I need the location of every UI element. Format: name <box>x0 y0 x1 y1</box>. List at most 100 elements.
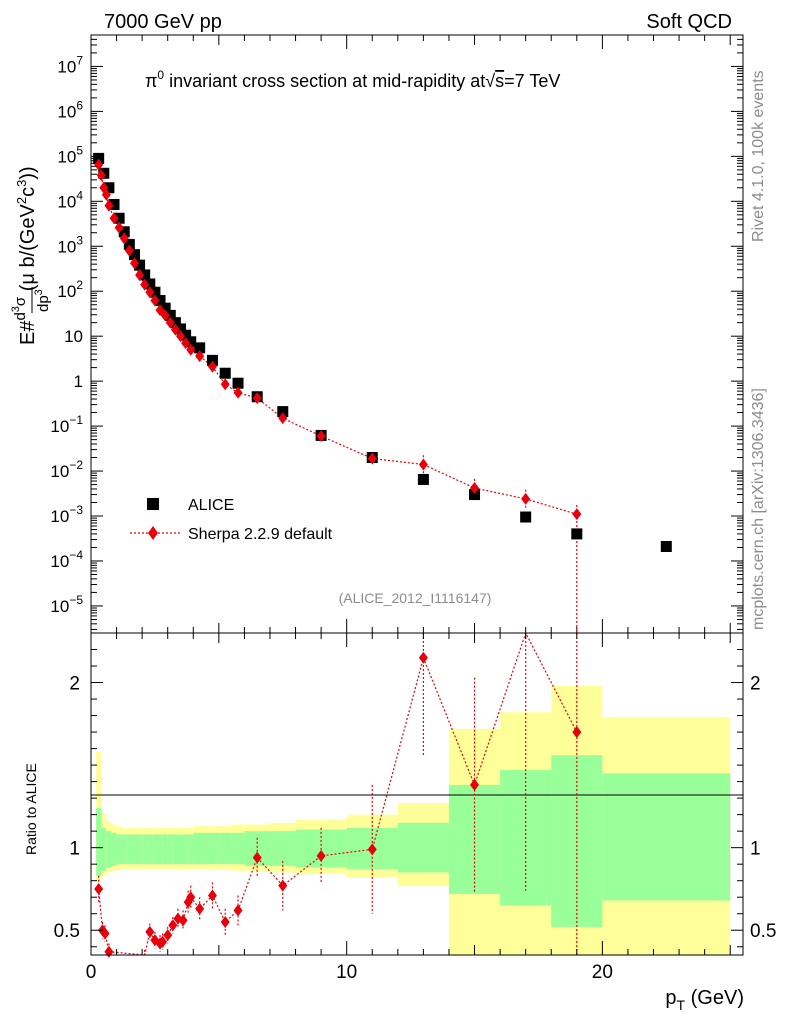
main-y-tick-label: 106 <box>57 98 83 121</box>
ratio-y-tick-label-right: 1 <box>750 839 761 860</box>
ratio-point <box>145 925 155 938</box>
x-axis-label: pT (GeV) <box>665 987 744 1013</box>
green-band-segment <box>152 834 158 865</box>
alice-point <box>149 286 161 298</box>
alice-point <box>194 342 206 354</box>
green-band-segment <box>602 773 731 901</box>
alice-point <box>232 377 244 389</box>
sherpa-point <box>252 392 262 405</box>
main-y-tick-label: 102 <box>57 278 83 301</box>
green-band-segment <box>167 834 173 865</box>
main-y-tick-label: 103 <box>57 233 83 256</box>
green-band-segment <box>137 834 143 865</box>
alice-point <box>206 354 218 366</box>
x-tick-label: 0 <box>86 962 97 983</box>
sherpa-point <box>96 169 106 182</box>
ratio-line <box>98 631 578 956</box>
sherpa-point <box>207 360 217 373</box>
green-band-segment <box>157 834 163 865</box>
ratio-point <box>158 935 168 948</box>
sherpa-point <box>101 188 111 201</box>
ratio-panel: 0.5 0.51 12 20 10 20 Ratio to ALICE <box>23 631 776 983</box>
legend: ALICE Sherpa 2.2.9 default <box>130 497 333 543</box>
green-band-segment <box>126 834 132 865</box>
main-y-tick-label: 10−2 <box>50 458 83 481</box>
green-band-segment <box>106 831 112 868</box>
header-right-label: Soft QCD <box>646 11 732 33</box>
sherpa-line <box>98 164 577 515</box>
svg-text:E#d3σ (μ b/(GeV2c3)): E#d3σ (μ b/(GeV2c3)) <box>10 166 39 345</box>
ratio-data-layer <box>94 631 582 958</box>
alice-point <box>154 295 166 307</box>
green-band-segment <box>397 822 449 873</box>
ratio-point <box>207 889 217 902</box>
main-y-tick-label: 10−5 <box>50 593 83 616</box>
green-band-segment <box>162 834 168 865</box>
ratio-point <box>470 778 480 791</box>
alice-point <box>660 540 672 552</box>
alice-point <box>93 152 105 164</box>
alice-point <box>520 511 532 523</box>
ratio-point <box>367 843 377 856</box>
ratio-point <box>278 879 288 892</box>
green-band-segment <box>193 832 207 865</box>
sherpa-point <box>150 294 160 307</box>
alice-point <box>128 249 140 261</box>
ratio-point <box>316 849 326 862</box>
green-band-segment <box>111 832 117 866</box>
main-y-tick-label: 10−3 <box>50 503 83 526</box>
sherpa-point <box>145 286 155 299</box>
ratio-y-tick-label-right: 0.5 <box>750 921 776 942</box>
alice-point <box>174 323 186 335</box>
x-tick-label: 20 <box>592 962 613 983</box>
alice-point <box>219 367 231 379</box>
sherpa-point <box>181 337 191 350</box>
green-band-segment <box>142 834 148 865</box>
alice-point <box>139 269 151 281</box>
alice-point <box>113 212 125 224</box>
ratio-point <box>186 891 196 904</box>
alice-point <box>469 489 481 501</box>
sherpa-point <box>278 412 288 425</box>
sherpa-point <box>521 492 531 505</box>
ratio-point <box>572 726 582 739</box>
alice-point <box>159 302 171 314</box>
green-band-segment <box>269 831 296 866</box>
green-band-segment <box>188 834 194 865</box>
header-left-label: 7000 GeV pp <box>104 11 222 33</box>
main-panel: 10710610510410310210110−110−210−310−410−… <box>10 34 744 634</box>
analysis-tag: (ALICE_2012_I1116147) <box>339 590 492 606</box>
alice-point <box>103 182 115 194</box>
sherpa-point <box>135 268 145 281</box>
ratio-y-tick-label-left: 2 <box>69 674 80 695</box>
alice-point <box>134 259 146 271</box>
svg-text:dp3: dp3 <box>33 289 52 312</box>
sherpa-point <box>220 378 230 391</box>
green-band-segment <box>116 834 122 865</box>
sherpa-point <box>94 158 104 171</box>
sherpa-point <box>109 212 119 225</box>
sherpa-point <box>367 452 377 465</box>
alice-point <box>164 309 176 321</box>
sherpa-point <box>470 481 480 494</box>
ratio-y-tick-label-left: 1 <box>69 839 80 860</box>
ratio-point <box>418 651 428 664</box>
legend-sherpa-marker <box>148 526 158 540</box>
legend-alice-marker <box>147 498 159 510</box>
ratio-uncertainty-bands <box>96 685 731 955</box>
x-tick-label: 10 <box>336 962 357 983</box>
main-y-tick-label: 10 <box>64 327 83 346</box>
sherpa-point <box>170 323 180 336</box>
main-y-tick-label: 107 <box>57 53 83 76</box>
alice-point <box>417 473 429 485</box>
alice-point <box>571 528 583 540</box>
green-band-segment <box>177 834 184 865</box>
sherpa-point <box>165 316 175 329</box>
ratio-y-axis-label: Ratio to ALICE <box>23 763 39 855</box>
green-band-segment <box>96 808 102 876</box>
ratio-point <box>104 945 114 958</box>
main-y-tick-label: 1 <box>74 372 83 391</box>
ratio-point <box>233 904 243 917</box>
ratio-point <box>163 929 173 942</box>
